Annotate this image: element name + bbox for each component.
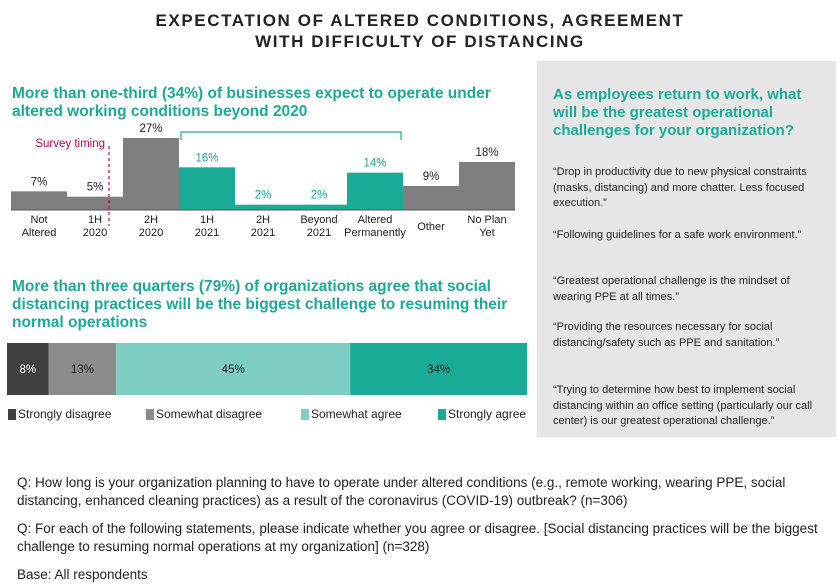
bar-chart-title: More than one-third (34%) of businesses … [12, 85, 491, 120]
category-label-3-line-1: 2H [144, 214, 158, 226]
bar-value-label-3: 27% [139, 123, 162, 135]
legend-swatch-strongly-disagree [8, 408, 16, 420]
agreement-stacked-bar-chart: 8% 13% 45% 34% [7, 343, 527, 395]
bar-7 [347, 172, 403, 210]
stacked-segment-4 [350, 343, 527, 395]
stacked-segment-label-2: 13% [71, 364, 94, 376]
legend-swatch-somewhat-agree [301, 408, 309, 420]
bar-value-label-6: 2% [311, 190, 328, 202]
category-label-3-line-2: 2020 [139, 227, 163, 239]
stacked-segment-label-4: 34% [427, 364, 450, 376]
bar-4 [179, 167, 235, 210]
category-label-9-line-2: Yet [479, 227, 495, 239]
stacked-segment-3 [116, 343, 351, 395]
category-label-5-line-2: 2021 [251, 227, 275, 239]
category-label-8-line-1: Other [417, 221, 445, 233]
stacked-segment-label-3: 45% [222, 364, 245, 376]
legend-strongly-agree: Strongly agree [438, 407, 526, 421]
stacked-chart-title: More than three quarters (79%) of organi… [12, 278, 508, 331]
footnote-question-1: Q: How long is your organization plannin… [17, 475, 786, 508]
bar-3 [123, 138, 179, 210]
legend-somewhat-agree: Somewhat agree [301, 407, 402, 421]
bar-9 [459, 162, 515, 210]
bar-8 [403, 186, 459, 210]
page-title-line-1: EXPECTATION OF ALTERED CONDITIONS, AGREE… [155, 11, 685, 30]
legend-somewhat-disagree: Somewhat disagree [146, 407, 262, 421]
highlight-bracket [180, 131, 402, 140]
category-label-9-line-1: No Plan [467, 214, 506, 226]
quote-4: “Providing the resources necessary for s… [553, 321, 780, 349]
bar-value-label-2: 5% [87, 182, 104, 194]
category-label-4-line-2: 2021 [195, 227, 219, 239]
sidebar-panel: As employees return to work, what will b… [537, 61, 836, 437]
survey-timing-label: Survey timing [35, 138, 105, 150]
footnote-question-2: Q: For each of the following statements,… [17, 521, 818, 554]
legend-label-strongly-agree: Strongly agree [448, 407, 527, 421]
legend-label-somewhat-agree: Somewhat agree [311, 407, 402, 421]
category-label-7-line-2: Permanently [344, 227, 406, 239]
bar-6 [291, 204, 347, 210]
category-label-2-line-1: 1H [88, 214, 102, 226]
stacked-segment-1 [7, 343, 49, 395]
category-label-6-line-2: 2021 [307, 227, 331, 239]
bar-value-label-9: 18% [475, 147, 498, 159]
bar-value-label-4: 16% [195, 152, 218, 164]
footnote-base: Base: All respondents [17, 567, 148, 582]
category-label-6-line-1: Beyond [300, 214, 337, 226]
category-label-1-line-1: Not [30, 214, 47, 226]
bar-value-label-8: 9% [423, 171, 440, 183]
bar-value-label-1: 7% [31, 176, 48, 188]
category-label-4-line-1: 1H [200, 214, 214, 226]
legend-swatch-somewhat-disagree [146, 408, 154, 420]
bar-5 [235, 204, 291, 210]
category-label-1-line-2: Altered [22, 227, 57, 239]
bar-1 [11, 191, 67, 210]
bar-2 [67, 196, 123, 210]
stacked-segment-2 [48, 343, 117, 395]
quote-5: “Trying to determine how best to impleme… [553, 384, 813, 427]
page-title-line-2: WITH DIFFICULTY OF DISTANCING [255, 32, 585, 51]
legend-strongly-disagree: Strongly disagree [8, 407, 111, 421]
quote-2: “Following guidelines for a safe work en… [553, 229, 802, 241]
stacked-segment-label-1: 8% [19, 364, 36, 376]
bar-value-label-7: 14% [363, 158, 386, 170]
legend-swatch-strongly-agree [438, 408, 446, 420]
quote-3: “Greatest operational challenge is the m… [553, 275, 790, 303]
legend-label-strongly-disagree: Strongly disagree [18, 407, 112, 421]
category-label-7-line-1: Altered [358, 214, 393, 226]
bar-value-label-5: 2% [255, 190, 272, 202]
sidebar-question: As employees return to work, what will b… [553, 86, 802, 139]
quote-1: “Drop in productivity due to new physica… [553, 166, 807, 209]
category-label-2-line-2: 2020 [83, 227, 107, 239]
altered-conditions-bar-chart: 7%NotAltered5%1H202027%2H202016%1H20212%… [11, 123, 515, 239]
category-label-5-line-1: 2H [256, 214, 270, 226]
page-title: EXPECTATION OF ALTERED CONDITIONS, AGREE… [0, 10, 840, 52]
legend-label-somewhat-disagree: Somewhat disagree [156, 407, 263, 421]
